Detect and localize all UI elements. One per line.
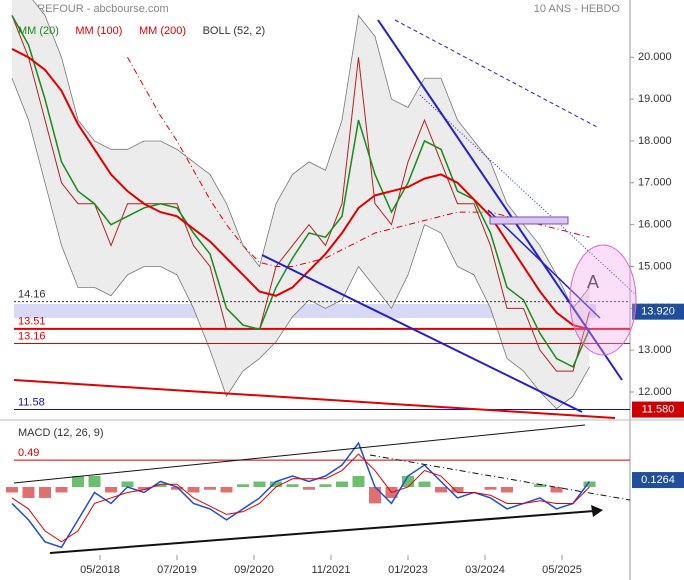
histogram-bar xyxy=(220,486,233,493)
histogram-bar xyxy=(121,481,134,487)
histogram-bar xyxy=(451,486,464,493)
histogram-bar xyxy=(336,481,348,487)
histogram-bar xyxy=(352,476,365,487)
zone-band xyxy=(14,304,596,318)
histogram-bar xyxy=(171,486,183,490)
last-tag-label: 0.1264 xyxy=(641,474,675,486)
y-tick-label: 20.000 xyxy=(638,51,672,63)
x-tick-label: 01/2023 xyxy=(388,564,428,576)
x-tick-label: 05/2018 xyxy=(80,564,120,576)
trendline xyxy=(394,19,598,128)
macd-arrow xyxy=(49,510,595,554)
y-tick-label: 18.000 xyxy=(638,135,672,147)
level-label: 13.16 xyxy=(18,330,46,342)
panel-title: MACD (12, 26, 9) xyxy=(18,427,104,439)
last-tag xyxy=(632,303,684,320)
trendline xyxy=(487,209,601,319)
histogram-bar xyxy=(402,476,414,487)
histogram-bar xyxy=(534,484,546,487)
trendline xyxy=(377,19,623,381)
macd-trendline xyxy=(13,424,586,484)
series-line xyxy=(11,453,590,543)
trendline xyxy=(419,94,637,296)
histogram-bar xyxy=(435,486,447,493)
legend-entry: MM (20) xyxy=(18,25,59,37)
bollinger-lower xyxy=(11,78,590,410)
level-label: 0.49 xyxy=(18,447,39,459)
y-tick-label: 17.000 xyxy=(638,177,672,189)
bollinger-fill xyxy=(12,0,590,409)
histogram-bar xyxy=(6,486,18,493)
trendline xyxy=(261,254,583,413)
histogram-bar xyxy=(154,484,167,487)
y-tick-label: 15.000 xyxy=(638,260,672,272)
y-tick-label: 13.000 xyxy=(638,344,672,356)
highlight-ellipse xyxy=(569,244,637,356)
histogram-bar xyxy=(303,486,315,490)
x-tick-label: 07/2019 xyxy=(157,564,197,576)
price-tag-label: 11.580 xyxy=(642,403,675,415)
legend-entry: MM (200) xyxy=(139,25,186,37)
y-tick-label: 12.000 xyxy=(638,386,672,398)
arrow-head xyxy=(591,505,603,517)
x-tick-label: 11/2021 xyxy=(312,564,351,576)
histogram-bar xyxy=(237,484,249,487)
y-tick-label: 19.000 xyxy=(638,93,672,105)
legend-entry: MM (100) xyxy=(75,25,122,37)
histogram-bar xyxy=(138,486,150,490)
resistance-zone xyxy=(489,216,569,225)
trendlines xyxy=(13,19,637,554)
bollinger-upper xyxy=(32,0,590,310)
histogram-bar xyxy=(105,486,117,493)
support-line xyxy=(13,379,616,419)
histogram-bar xyxy=(286,484,299,487)
histogram-bar xyxy=(55,486,68,493)
histogram-bar xyxy=(270,481,282,487)
y-tick-label: 16.000 xyxy=(638,219,672,231)
price-line xyxy=(11,15,590,372)
level-label: 11.58 xyxy=(18,396,45,408)
histogram-bar xyxy=(72,476,84,487)
macd-trendline xyxy=(369,454,631,501)
level-label: 13.51 xyxy=(18,316,46,328)
histogram-bar xyxy=(418,481,431,487)
x-tick-label: 05/2025 xyxy=(542,564,582,576)
histogram-bar xyxy=(550,486,563,493)
annotation: A xyxy=(587,272,599,292)
last-tag-label: 13.920 xyxy=(641,306,675,318)
histogram-bar xyxy=(88,476,101,487)
chart-title: CARREFOUR - abcbourse.com xyxy=(14,3,169,15)
x-tick-label: 09/2020 xyxy=(234,564,274,576)
legend-entry: BOLL (52, 2) xyxy=(203,25,266,37)
chart-subtitle: 10 ANS - HEBDO xyxy=(534,3,621,15)
histogram-bar xyxy=(319,484,332,487)
price-tag xyxy=(632,401,684,418)
histogram-bar xyxy=(501,486,513,493)
histogram-bar xyxy=(22,486,35,498)
level-label: 14.16 xyxy=(18,289,46,301)
histogram-bar xyxy=(253,481,266,487)
x-tick-label: 03/2024 xyxy=(465,564,505,576)
last-tag xyxy=(632,472,684,489)
histogram-bar xyxy=(583,481,596,487)
series-line xyxy=(11,15,591,368)
histogram-bar xyxy=(187,486,200,493)
histogram-bar xyxy=(484,486,497,490)
histogram-bar xyxy=(369,486,381,504)
histogram-bar xyxy=(204,486,216,490)
histogram-bar xyxy=(39,486,51,498)
marks: 12.00013.00014.00015.00016.00017.00018.0… xyxy=(6,0,684,576)
